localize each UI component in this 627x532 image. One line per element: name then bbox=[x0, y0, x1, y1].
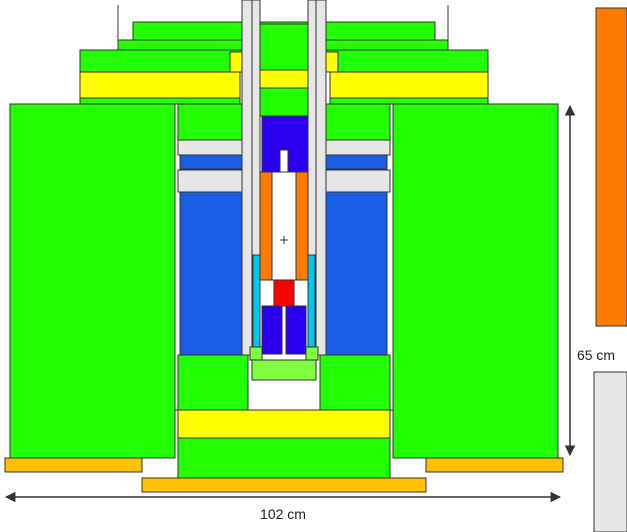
cavity-green-left-bottom bbox=[177, 354, 249, 411]
upper-yellow-right bbox=[329, 71, 489, 99]
bottom-yellow-plate bbox=[177, 409, 391, 439]
blue-strip-right bbox=[321, 154, 388, 170]
central-tubes bbox=[241, 0, 327, 356]
white-notch bbox=[279, 149, 289, 173]
bottom-green-base bbox=[251, 359, 317, 381]
outer-tube-left bbox=[241, 0, 253, 356]
cyan-liner-left bbox=[252, 254, 261, 348]
gold-base-bottom bbox=[141, 477, 427, 493]
gold-base-right bbox=[425, 457, 564, 473]
orange-side-panel bbox=[595, 7, 627, 327]
bottom-green-foot-right bbox=[305, 346, 319, 361]
suspension-rods bbox=[117, 5, 449, 42]
gray-side-panel bbox=[593, 371, 627, 532]
center-crosshair bbox=[280, 236, 288, 244]
right-outer-shield bbox=[392, 103, 559, 459]
bottom-green-block bbox=[177, 437, 391, 479]
cavity-green-left-top bbox=[177, 103, 249, 141]
blue-strip-left bbox=[179, 154, 246, 170]
height-dimension-label: 65 cm bbox=[577, 347, 615, 363]
detector-core bbox=[249, 115, 319, 381]
side-shields bbox=[9, 103, 559, 459]
gray-band-right bbox=[319, 169, 391, 193]
blue-bottom-right bbox=[285, 305, 307, 355]
cavity-green-right-bottom bbox=[319, 354, 391, 411]
tube-green-mid bbox=[259, 87, 309, 117]
blue-block-left bbox=[179, 191, 246, 356]
red-element bbox=[273, 279, 295, 307]
blue-block-right bbox=[321, 191, 388, 356]
upper-green-right bbox=[319, 49, 489, 73]
gray-band-left bbox=[177, 169, 249, 193]
tube-green-top bbox=[259, 23, 309, 71]
top-shield-assembly bbox=[79, 21, 489, 105]
right-edge-structures bbox=[593, 7, 627, 532]
width-dimension-label: 102 cm bbox=[260, 506, 306, 522]
cavity-green-right-top bbox=[319, 103, 391, 141]
tube-yellow bbox=[259, 69, 309, 89]
gold-base-left bbox=[4, 457, 143, 473]
dimension-annotations: 102 cm 65 cm bbox=[4, 104, 615, 522]
outer-tube-right bbox=[315, 0, 327, 356]
gray-strip-left bbox=[177, 139, 249, 156]
cyan-liner-right bbox=[307, 254, 316, 348]
upper-green-strip-right bbox=[329, 97, 489, 105]
white-crystal bbox=[271, 171, 297, 281]
blue-bottom-left bbox=[261, 305, 283, 355]
upper-green-left bbox=[79, 49, 251, 73]
left-outer-shield bbox=[9, 103, 176, 459]
upper-green-strip-left bbox=[79, 97, 241, 105]
upper-yellow-left bbox=[79, 71, 241, 99]
bottom-green-foot-left bbox=[249, 346, 263, 361]
blue-top-block bbox=[261, 115, 309, 173]
gray-strip-right bbox=[319, 139, 391, 156]
